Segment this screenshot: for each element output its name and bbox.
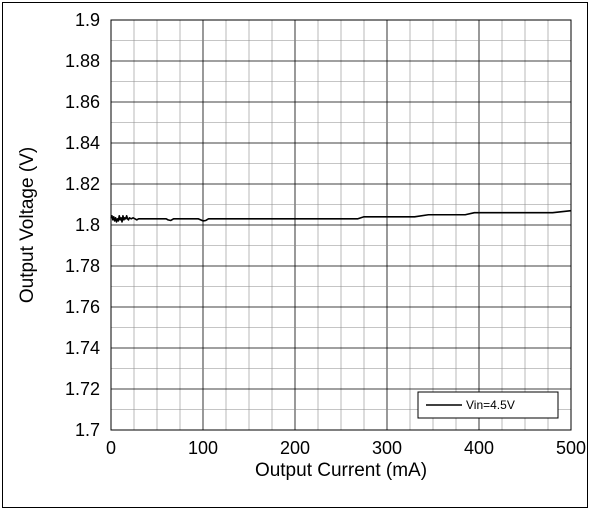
y-tick-label: 1.9 xyxy=(75,10,100,30)
x-tick-label: 0 xyxy=(106,438,116,458)
y-tick-label: 1.86 xyxy=(65,92,100,112)
y-tick-label: 1.76 xyxy=(65,297,100,317)
legend: Vin=4.5V xyxy=(417,391,559,419)
chart-svg: 0 100 200 300 400 500 1.9 1.88 1.86 1.84 1.82 1.8 1.… xyxy=(17,10,586,481)
tick-label-layer: 0 100 200 300 400 500 1.9 1.88 1.86 1.84 1.82 1.8 1.… xyxy=(65,10,586,458)
x-tick-label: 100 xyxy=(188,438,218,458)
x-tick-label: 300 xyxy=(372,438,402,458)
y-tick-label: 1.88 xyxy=(65,51,100,71)
x-tick-label: 200 xyxy=(280,438,310,458)
plot-area-border xyxy=(110,19,572,431)
y-tick-label: 1.84 xyxy=(65,133,100,153)
y-tick-label: 1.72 xyxy=(65,379,100,399)
series-layer xyxy=(110,209,572,223)
legend-label: Vin=4.5V xyxy=(466,398,515,412)
y-axis-title: Output Voltage (V) xyxy=(17,147,38,303)
chart-frame: 0 100 200 300 400 500 1.9 1.88 1.86 1.84 1.82 1.8 1.… xyxy=(2,2,588,508)
y-tick-label: 1.82 xyxy=(65,174,100,194)
x-tick-label: 400 xyxy=(464,438,494,458)
x-axis-title: Output Current (mA) xyxy=(255,460,427,481)
grid-layer xyxy=(111,20,571,430)
series-line xyxy=(110,209,572,223)
y-tick-label: 1.8 xyxy=(75,215,100,235)
y-tick-label: 1.74 xyxy=(65,338,100,358)
y-tick-label: 1.7 xyxy=(75,420,100,440)
x-tick-label: 500 xyxy=(556,438,586,458)
y-tick-label: 1.78 xyxy=(65,256,100,276)
